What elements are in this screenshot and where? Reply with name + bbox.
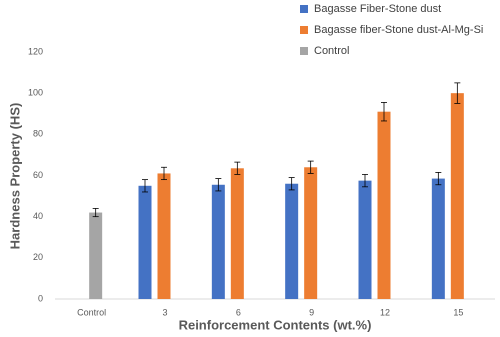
bar — [285, 183, 299, 299]
bar — [211, 184, 225, 299]
x-tick-label: 6 — [236, 307, 241, 317]
y-tick-label: 20 — [33, 252, 43, 262]
legend-swatch — [300, 26, 308, 34]
bar — [450, 93, 464, 300]
y-tick-label: 80 — [33, 129, 43, 139]
x-tick-label: 3 — [162, 307, 167, 317]
x-tick-label: Control — [77, 307, 106, 317]
bar — [230, 168, 244, 299]
x-tick-label: 9 — [309, 307, 314, 317]
bar — [431, 178, 445, 299]
legend-text: Bagasse Fiber-Stone dust — [314, 3, 441, 15]
y-axis-title: Hardness Property (HS) — [7, 103, 22, 250]
x-tick-label: 15 — [453, 307, 463, 317]
bar — [304, 167, 318, 299]
y-tick-label: 40 — [33, 211, 43, 221]
bar — [358, 180, 372, 299]
y-tick-label: 0 — [38, 293, 43, 303]
y-tick-label: 100 — [28, 88, 43, 98]
legend-swatch — [300, 47, 308, 55]
bar — [138, 185, 152, 299]
bar — [377, 111, 391, 299]
x-axis-title: Reinforcement Contents (wt.%) — [179, 317, 372, 332]
bar — [157, 173, 171, 299]
y-tick-label: 120 — [28, 46, 43, 56]
x-tick-label: 12 — [380, 307, 390, 317]
legend-swatch — [300, 5, 308, 13]
legend-text: Control — [314, 45, 349, 57]
y-tick-label: 60 — [33, 170, 43, 180]
legend-text: Bagasse fiber-Stone dust-Al-Mg-Si — [314, 24, 483, 36]
bar — [89, 212, 103, 299]
